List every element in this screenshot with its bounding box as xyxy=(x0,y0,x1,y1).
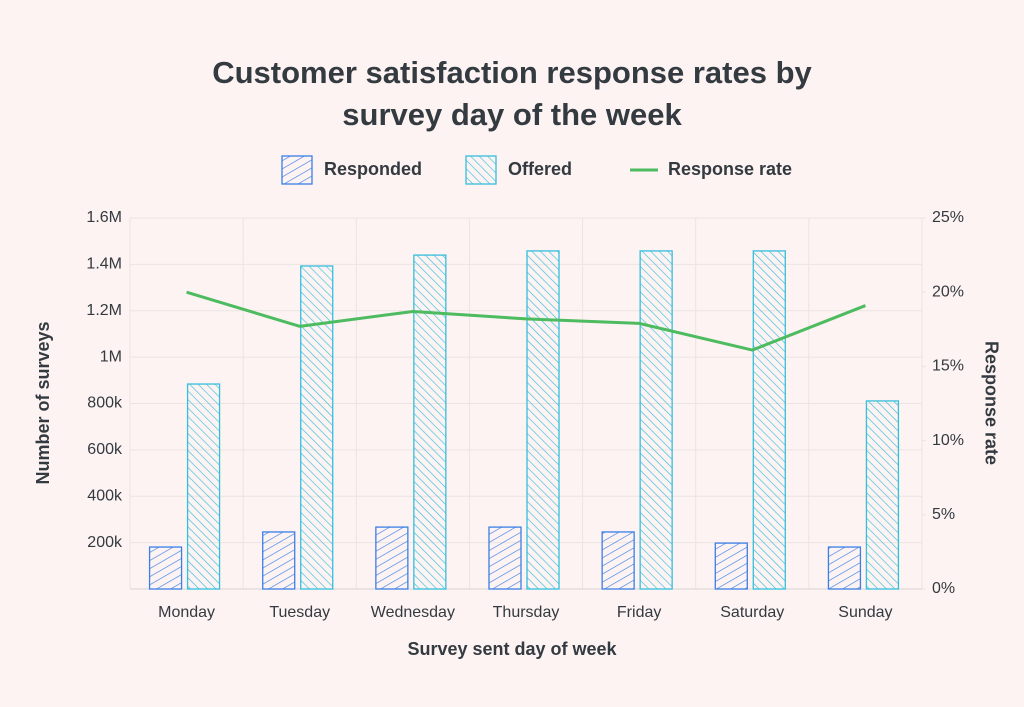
y-tick-label: 200k xyxy=(87,534,123,551)
bar xyxy=(865,400,900,590)
y-tick-label: 800k xyxy=(87,395,123,412)
y-tick-label: 1.4M xyxy=(86,256,122,273)
y-axis-title: Number of surveys xyxy=(33,321,53,484)
bar xyxy=(375,526,409,590)
y-tick-label: 600k xyxy=(87,441,123,458)
bar xyxy=(601,531,635,590)
y-tick-label: 1.2M xyxy=(86,302,122,319)
x-tick-label: Friday xyxy=(617,604,661,621)
bar xyxy=(714,542,748,590)
y2-tick-label: 25% xyxy=(932,209,964,226)
bar xyxy=(526,250,560,590)
bar xyxy=(752,250,786,590)
legend-swatch xyxy=(281,155,313,185)
y2-tick-label: 0% xyxy=(932,580,955,597)
bar xyxy=(413,254,447,590)
bar xyxy=(300,265,334,590)
y2-tick-label: 20% xyxy=(932,283,964,300)
bar xyxy=(262,531,296,590)
x-tick-label: Monday xyxy=(158,604,215,621)
x-tick-label: Wednesday xyxy=(371,604,455,621)
x-axis-title: Survey sent day of week xyxy=(407,639,617,659)
line xyxy=(186,290,866,352)
y2-tick-label: 10% xyxy=(932,432,964,449)
y-tick-label: 1.6M xyxy=(86,209,122,226)
legend-label: Offered xyxy=(508,159,572,179)
y-tick-label: 400k xyxy=(87,487,123,504)
bar xyxy=(639,250,673,590)
legend-label: Response rate xyxy=(668,159,792,179)
y2-axis-title: Response rate xyxy=(981,341,1001,465)
bar xyxy=(148,546,183,590)
bar xyxy=(488,526,522,590)
chart-title: Customer satisfaction response rates by … xyxy=(212,55,812,132)
y2-tick-label: 15% xyxy=(932,358,964,375)
bar xyxy=(186,383,221,590)
legend-label: Responded xyxy=(324,159,422,179)
y2-tick-label: 5% xyxy=(932,506,955,523)
x-tick-label: Thursday xyxy=(493,604,560,621)
y-tick-label: 1M xyxy=(100,348,122,365)
x-tick-label: Tuesday xyxy=(269,604,330,621)
x-tick-label: Sunday xyxy=(838,604,892,621)
bar xyxy=(827,546,862,590)
legend-swatch xyxy=(465,155,497,185)
x-tick-label: Saturday xyxy=(720,604,784,621)
